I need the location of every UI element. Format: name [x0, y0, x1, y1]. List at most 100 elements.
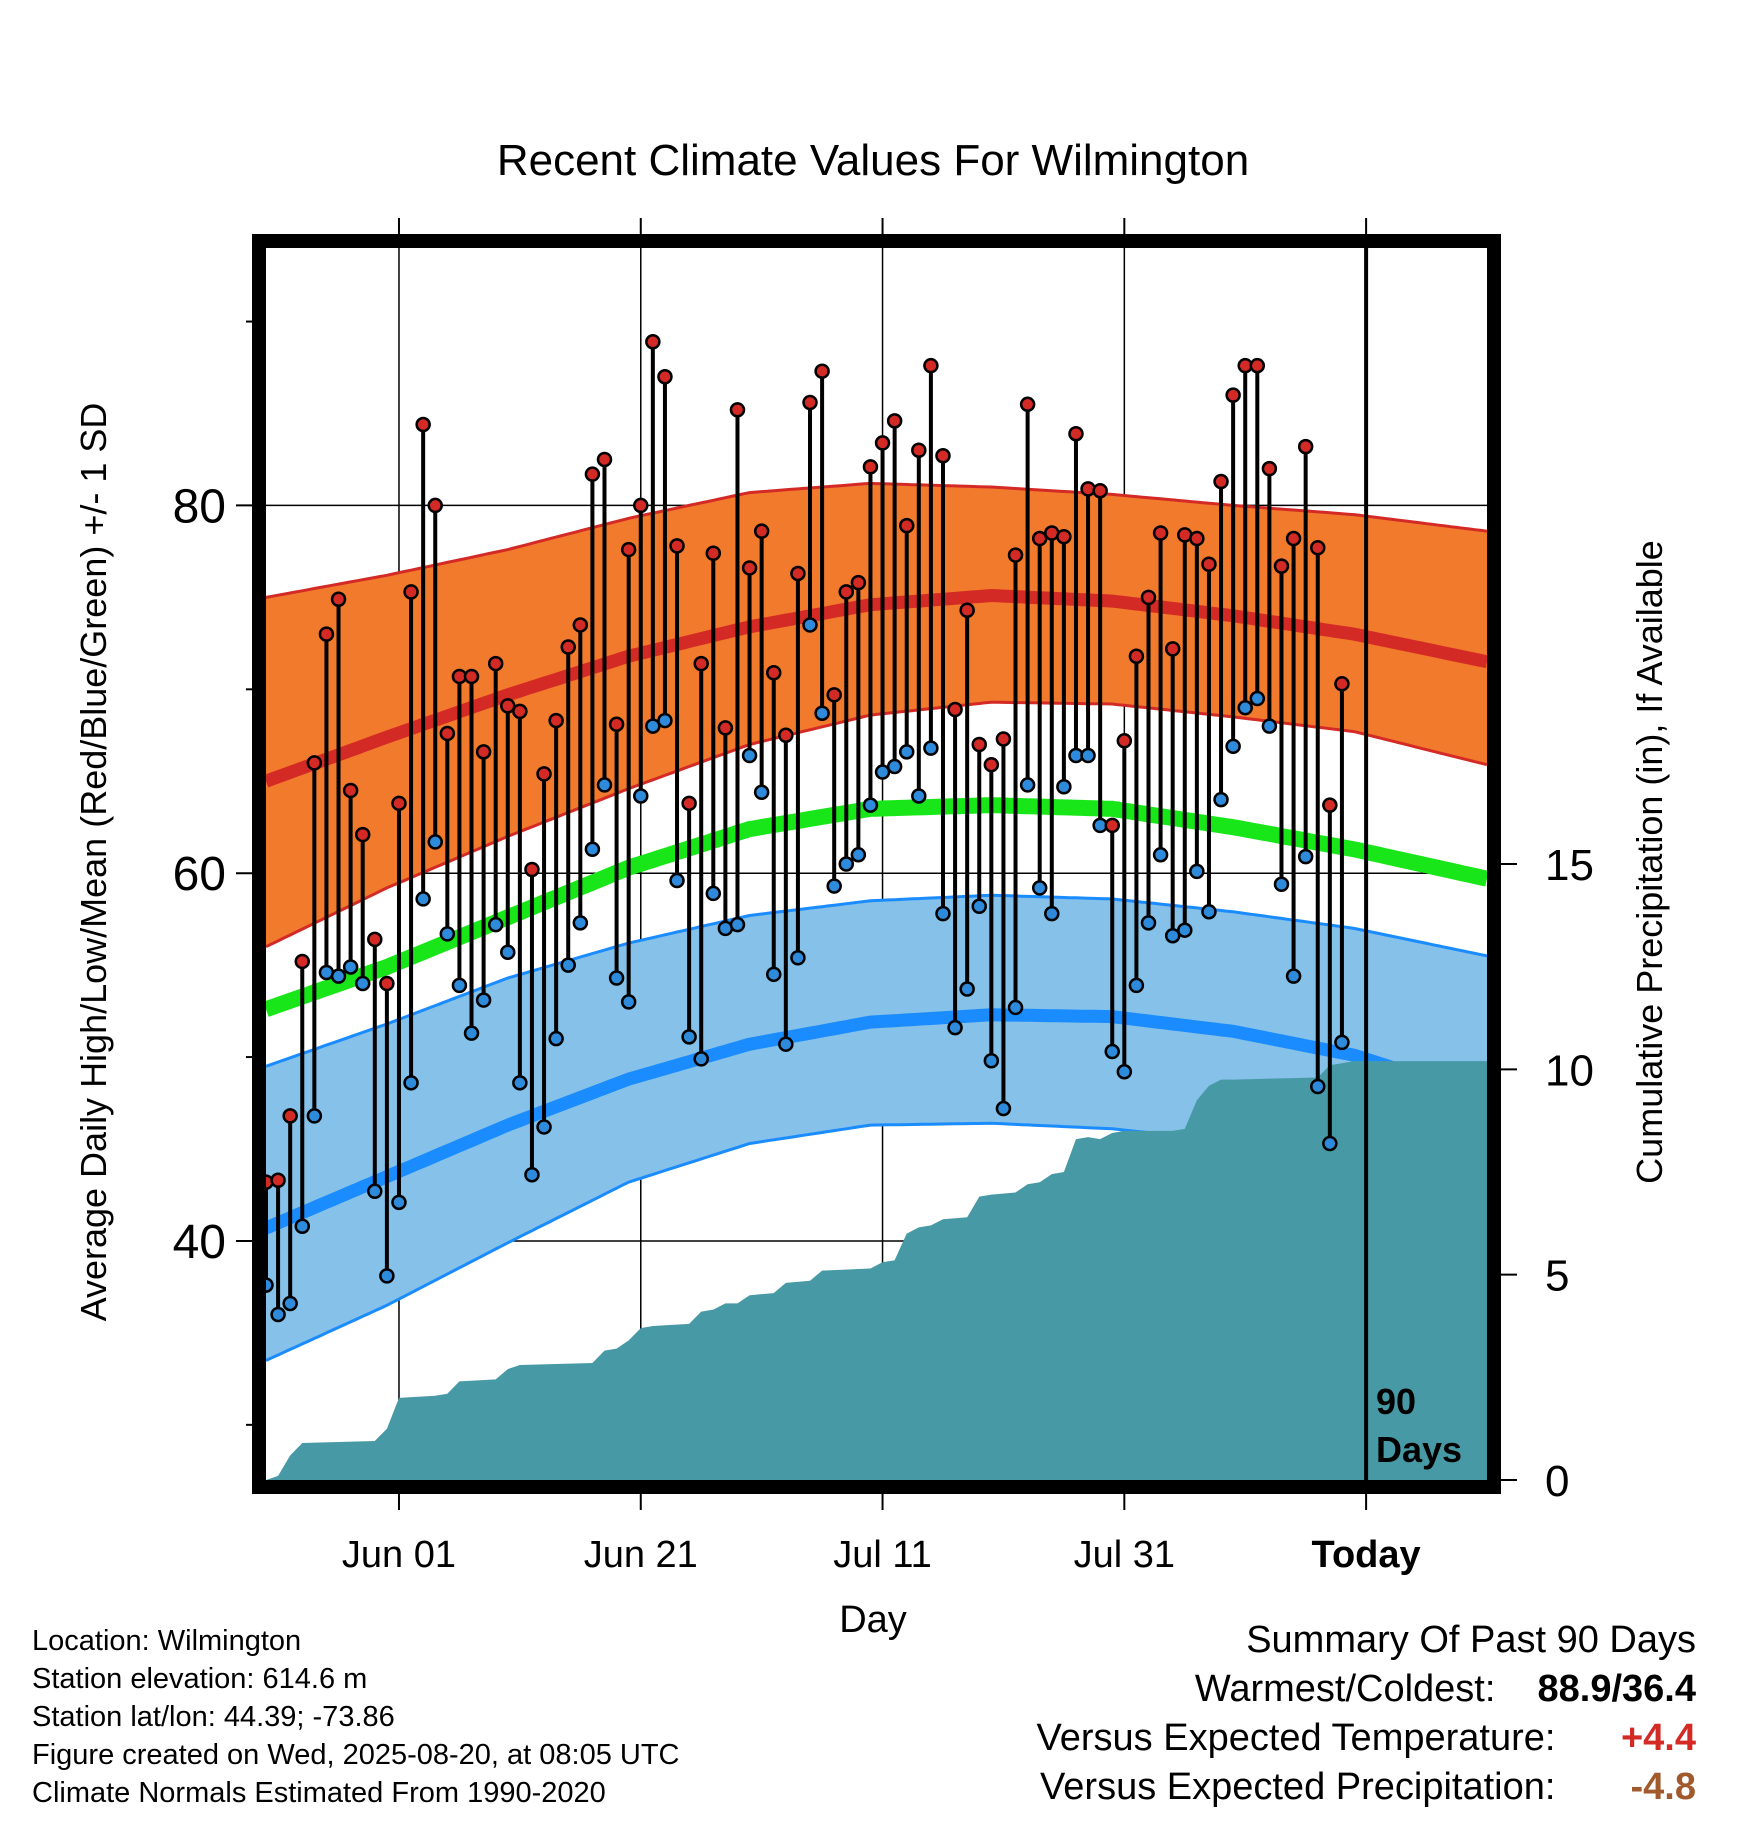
daily-low-point	[584, 841, 601, 858]
daily-high-point	[862, 459, 879, 475]
x-tick-label: Jul 31	[1074, 1534, 1175, 1576]
x-tick-label: Jun 01	[342, 1534, 456, 1576]
daily-low-point	[1056, 779, 1072, 795]
daily-high-point	[657, 368, 673, 385]
daily-high-point	[753, 523, 770, 539]
daily-high-point	[391, 795, 407, 812]
daily-low-point	[1140, 915, 1157, 931]
normals-text: Climate Normals Estimated From 1990-2020	[32, 1777, 606, 1809]
daily-high-point	[354, 826, 371, 843]
chart-title: Recent Climate Values For Wilmington	[497, 136, 1249, 185]
daily-low-point	[1031, 880, 1048, 896]
daily-low-point	[487, 916, 504, 933]
daily-high-point	[1031, 530, 1048, 547]
daily-high-point	[330, 591, 347, 607]
y-axis-label: Average Daily High/Low/Mean (Red/Blue/Gr…	[73, 403, 114, 1322]
summary-precip-row: Versus Expected Precipitation: -4.8	[1037, 1763, 1696, 1812]
warmest-label: Warmest/Coldest:	[1194, 1668, 1496, 1710]
daily-high-point	[500, 698, 516, 714]
daily-low-point	[1285, 968, 1302, 984]
daily-high-point	[367, 931, 383, 948]
daily-low-point	[1273, 876, 1290, 892]
daily-low-point	[620, 994, 637, 1010]
daily-high-point	[1080, 481, 1096, 497]
y2-tick-label: 15	[1545, 841, 1594, 890]
summary-warmest-row: Warmest/Coldest: 88.9/36.4	[1037, 1665, 1696, 1714]
elevation-text: Station elevation: 614.6 m	[32, 1663, 368, 1695]
daily-low-point	[1261, 718, 1278, 734]
daily-high-point	[596, 451, 613, 468]
daily-high-point	[741, 560, 758, 576]
daily-low-point	[886, 758, 903, 775]
high-sd-band-upper-edge	[265, 481, 1488, 599]
daily-low-point	[1249, 690, 1266, 707]
daily-high-point	[790, 565, 806, 582]
x-tick-label: Jul 11	[833, 1534, 932, 1576]
precipitation-area	[266, 1061, 1487, 1480]
daily-high-point	[294, 953, 311, 970]
temp-value: +4.4	[1620, 1717, 1696, 1759]
station-info: Location: Wilmington Station elevation: …	[32, 1622, 680, 1812]
precip-value: -4.8	[1630, 1766, 1696, 1808]
daily-low-point	[403, 1075, 419, 1091]
y2-tick-label: 10	[1545, 1046, 1594, 1095]
daily-low-point	[294, 1218, 311, 1234]
daily-low-point	[451, 977, 468, 994]
daily-high-point	[633, 497, 649, 514]
daily-high-point	[1201, 556, 1217, 573]
x-tick-label: Jun 21	[584, 1534, 698, 1576]
daily-low-point	[415, 891, 431, 907]
daily-low-point	[1225, 738, 1241, 755]
low-sd-band	[266, 895, 1487, 1361]
daily-low-point	[1177, 922, 1193, 938]
low-normal-line	[263, 1008, 1489, 1235]
daily-high-point	[1007, 547, 1024, 563]
daily-high-point	[608, 716, 625, 733]
daily-high-point	[439, 725, 456, 742]
daily-low-point	[560, 957, 576, 973]
daily-low-point	[1297, 848, 1314, 865]
precip-cumulative-area	[266, 1061, 1487, 1480]
daily-low-point	[1189, 863, 1205, 880]
daily-high-point	[1225, 387, 1241, 403]
y-tick-label: 60	[173, 848, 226, 901]
daily-low-point	[342, 959, 359, 975]
daily-high-point	[1261, 460, 1278, 477]
daily-high-point	[898, 517, 915, 534]
daily-high-point	[935, 448, 951, 464]
daily-high-point	[342, 782, 359, 799]
daily-high-point	[645, 334, 661, 350]
axes: 40 60 80 0 5 10 15 Jun 01 Jun 21 Jul 11 Jul 31 Toda…	[173, 218, 1594, 1576]
daily-high-point	[1310, 539, 1326, 556]
precip-label: Versus Expected Precipitation:	[1040, 1766, 1556, 1808]
daily-low-point	[983, 1053, 1000, 1069]
y2-tick-label: 0	[1545, 1457, 1569, 1506]
daily-high-point	[427, 497, 443, 514]
daily-low-point	[1237, 699, 1253, 716]
daily-low-point	[911, 788, 927, 804]
daily-low-point	[971, 898, 988, 915]
daily-high-point	[1249, 357, 1266, 374]
daily-low-point	[826, 878, 842, 894]
daily-high-point	[560, 639, 576, 655]
daily-low-point	[1080, 747, 1096, 764]
daily-high-point	[778, 727, 794, 744]
daily-high-point	[1104, 817, 1120, 834]
daily-high-point	[282, 1108, 298, 1124]
daily-low-point	[475, 992, 492, 1008]
daily-low-point	[657, 712, 673, 729]
daily-high-point	[548, 712, 564, 729]
latlon-text: Station lat/lon: 44.39; -73.86	[32, 1701, 395, 1733]
daily-high-point	[524, 861, 540, 878]
daily-low-point	[995, 1100, 1012, 1117]
y-tick-label: 80	[173, 480, 226, 533]
daily-high-point	[1019, 396, 1036, 413]
daily-low-point	[790, 950, 806, 966]
daily-high-point	[923, 357, 939, 374]
summary-panel: Summary Of Past 90 Days Warmest/Coldest:…	[1037, 1616, 1696, 1812]
daily-low-point	[367, 1183, 383, 1200]
daily-low-point	[681, 1029, 697, 1045]
high-normal-line	[263, 588, 1489, 788]
daily-low-point	[959, 981, 975, 997]
daily-low-point	[379, 1268, 395, 1284]
